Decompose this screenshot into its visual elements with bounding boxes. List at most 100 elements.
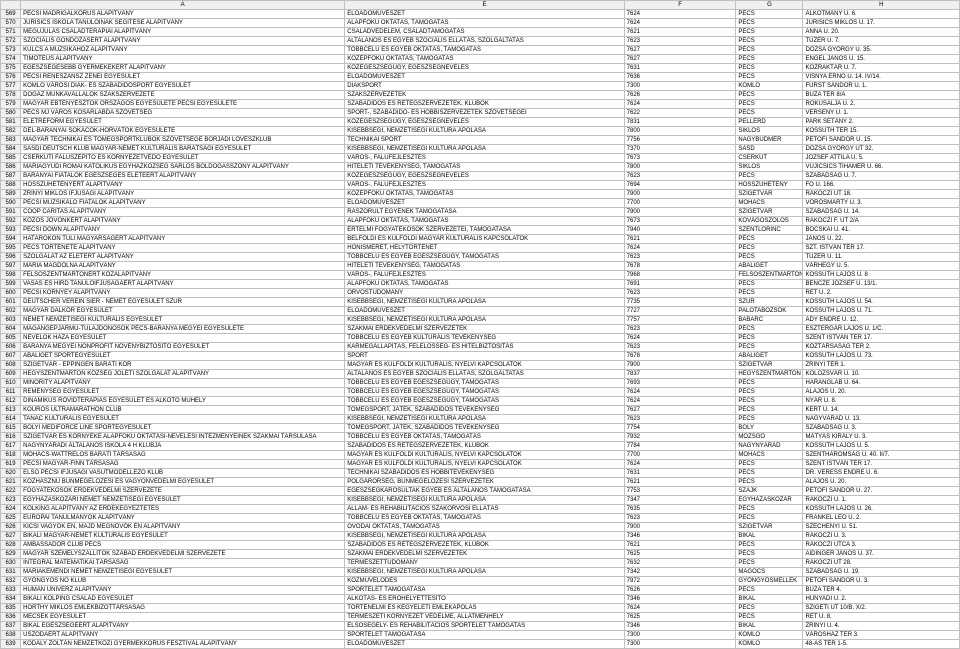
cell[interactable]: MÁRIA MAGDOLNA ALAPÍTVÁNY (21, 262, 345, 271)
cell[interactable]: 7300 (624, 631, 736, 640)
cell[interactable]: PÉCS (736, 91, 803, 100)
cell[interactable]: PÉCS (736, 478, 803, 487)
cell[interactable]: JURISICS ISKOLA TANULÓINAK SEGÍTÉSE ALAP… (21, 19, 345, 28)
cell[interactable]: POLGÁRŐRSÉG, BŰNMEGELŐZÉSI SZERVEZETEK (345, 478, 624, 487)
cell[interactable]: TÖBBCÉLÚ ÉS EGYÉB EGÉSZSÉGÜGY, TÁMOGATÁS (345, 397, 624, 406)
row-number[interactable]: 634 (1, 595, 21, 604)
cell[interactable]: PÉCS (736, 379, 803, 388)
cell[interactable]: PÉCSI RENESZÁNSZ ZENEI EGYESÜLET (21, 73, 345, 82)
cell[interactable]: SZIGETVÁR (736, 523, 803, 532)
cell[interactable]: 7837 (624, 370, 736, 379)
cell[interactable]: KOMLÓ (736, 631, 803, 640)
cell[interactable]: 7693 (624, 379, 736, 388)
cell[interactable]: RÓKUSALJA U. 2. (803, 100, 960, 109)
cell[interactable]: KÖZEGÉSZSÉGÜGY, EGÉSZSÉGNEVELÉS (345, 172, 624, 181)
cell[interactable]: ANNA U. 20. (803, 28, 960, 37)
cell[interactable]: 7627 (624, 46, 736, 55)
cell[interactable]: REMÉNYSÉG EGYESÜLET (21, 388, 345, 397)
cell[interactable]: 7623 (624, 253, 736, 262)
cell[interactable]: PÉCS (736, 325, 803, 334)
cell[interactable]: KISEBBSÉGI, NEMZETISÉGI KULTÚRA ÁPOLÁSA (345, 496, 624, 505)
cell[interactable]: 7624 (624, 388, 736, 397)
cell[interactable]: PÉCS (736, 253, 803, 262)
cell[interactable]: 7624 (624, 10, 736, 19)
cell[interactable]: 7626 (624, 586, 736, 595)
cell[interactable]: KOMLÓ VÁROSI DIÁK- ÉS SZABADIDŐSPORT EGY… (21, 82, 345, 91)
cell[interactable]: MÁTYÁS KIRÁLY U. 3. (803, 433, 960, 442)
cell[interactable]: TECHNIKAI SPORT (345, 136, 624, 145)
cell[interactable]: 7625 (624, 613, 736, 622)
cell[interactable]: MOHÁCS (736, 451, 803, 460)
cell[interactable]: NYÁR U. 8. (803, 397, 960, 406)
cell[interactable]: ELŐADÓMŰVÉSZET (345, 640, 624, 649)
cell[interactable]: TÜZÉR U. 7. (803, 37, 960, 46)
cell[interactable]: FELSŐSZENTMÁRTON (736, 271, 803, 280)
cell[interactable]: SZOLGÁLAT AZ ÉLETÉRT ALAPÍTVÁNY (21, 253, 345, 262)
row-number[interactable]: 628 (1, 541, 21, 550)
cell[interactable]: MÁGOCS (736, 568, 803, 577)
cell[interactable]: VÁROS-, FALUFEJLESZTÉS (345, 154, 624, 163)
cell[interactable]: 7624 (624, 604, 736, 613)
row-number[interactable]: 618 (1, 451, 21, 460)
cell[interactable]: PÉCSI MADRIGÁLKÓRUS ALAPÍTVÁNY (21, 10, 345, 19)
cell[interactable]: SZABADSÁG U. 3. (803, 424, 960, 433)
cell[interactable]: TERMÉSZETTUDOMÁNY (345, 559, 624, 568)
cell[interactable]: PÉCS (736, 46, 803, 55)
cell[interactable]: PETŐFI SÁNDOR U. 3. (803, 577, 960, 586)
cell[interactable]: SZIGETI ÚT 10/B. X/2. (803, 604, 960, 613)
cell[interactable]: PÉCS (736, 514, 803, 523)
row-number[interactable]: 606 (1, 343, 21, 352)
cell[interactable]: PÉCS (736, 343, 803, 352)
cell[interactable]: SZAJK (736, 487, 803, 496)
cell[interactable]: DR. VERESS ENDRE U. 6. (803, 469, 960, 478)
cell[interactable]: 7624 (624, 244, 736, 253)
cell[interactable]: NAGYBUDMÉR (736, 136, 803, 145)
row-number[interactable]: 617 (1, 442, 21, 451)
cell[interactable]: TÖRTÉNELMI ÉS KEGYELETI EMLÉKÁPOLÁS (345, 604, 624, 613)
row-number[interactable]: 639 (1, 640, 21, 649)
cell[interactable]: BABARC (736, 316, 803, 325)
row-number[interactable]: 609 (1, 370, 21, 379)
cell[interactable]: MECSEK EGYESÜLET (21, 613, 345, 622)
cell[interactable]: PÉCS (736, 460, 803, 469)
cell[interactable]: 7623 (624, 37, 736, 46)
cell[interactable]: 7300 (624, 82, 736, 91)
row-number[interactable]: 622 (1, 487, 21, 496)
cell[interactable]: JURISICS MIKLÓS U. 17. (803, 19, 960, 28)
cell[interactable]: 7754 (624, 424, 736, 433)
row-number[interactable]: 616 (1, 433, 21, 442)
cell[interactable]: KÖLKING ALAPÍTVÁNY AZ ÉRDEKEGYEZTETÉS (21, 505, 345, 514)
cell[interactable]: 7800 (624, 127, 736, 136)
cell[interactable]: KOSSUTH LAJOS U. 54. (803, 298, 960, 307)
cell[interactable]: ALAPFOKÚ OKTATÁS, TÁMOGATÁS (345, 19, 624, 28)
cell[interactable]: SIKLÓS (736, 127, 803, 136)
row-number[interactable]: 600 (1, 289, 21, 298)
cell[interactable]: 7700 (624, 199, 736, 208)
cell[interactable]: PÉCS (736, 10, 803, 19)
cell[interactable]: MAGYAR TECHNIKAI ÉS TÖMEGSPORTKLUBOK SZÖ… (21, 136, 345, 145)
cell[interactable]: CSERKÚT (736, 154, 803, 163)
cell[interactable]: SZŰR (736, 298, 803, 307)
cell[interactable]: KISEBBSÉGI, NEMZETISÉGI KULTÚRA ÁPOLÁSA (345, 127, 624, 136)
cell[interactable]: NEVELŐK HÁZA EGYESÜLET (21, 334, 345, 343)
cell[interactable]: ABALIGET (736, 262, 803, 271)
row-number[interactable]: 614 (1, 415, 21, 424)
cell[interactable]: MAGÁNGÉPJÁRMŰ-TULAJDONOSOK PÉCS-BARANYA … (21, 325, 345, 334)
cell[interactable]: DINAMIKUS RÖVIDTERÁPIÁS EGYESÜLET ÉS ALK… (21, 397, 345, 406)
cell[interactable]: MÁRIAGYŰDI RÓMAI KATOLIKUS EGYHÁZKÖZSÉG … (21, 163, 345, 172)
cell[interactable]: COOP CARITAS ALAPÍTVÁNY (21, 208, 345, 217)
cell[interactable]: FELSŐSZENTMÁRTONÉRT KÖZALAPÍTVÁNY (21, 271, 345, 280)
cell[interactable]: EGÉSZSÉGESEBB GYERMEKEKÉRT ALAPÍTVÁNY (21, 64, 345, 73)
cell[interactable]: KULCS A MUZSIKÁHOZ ALAPÍTVÁNY (21, 46, 345, 55)
row-number[interactable]: 610 (1, 379, 21, 388)
cell[interactable]: ÉLETREFORM EGYESÜLET (21, 118, 345, 127)
cell[interactable]: KÖZEGÉSZSÉGÜGY, EGÉSZSÉGNEVELÉS (345, 64, 624, 73)
cell[interactable]: 7735 (624, 298, 736, 307)
cell[interactable]: DIÁKSPORT (345, 82, 624, 91)
cell[interactable]: PÉCS (736, 19, 803, 28)
row-number[interactable]: 602 (1, 307, 21, 316)
cell[interactable]: KOMLÓ (736, 82, 803, 91)
cell[interactable]: EGYHÁZASKOZÁR (736, 496, 803, 505)
cell[interactable]: SPORTÉLET TÁMOGATÁSA (345, 631, 624, 640)
row-number[interactable]: 604 (1, 325, 21, 334)
